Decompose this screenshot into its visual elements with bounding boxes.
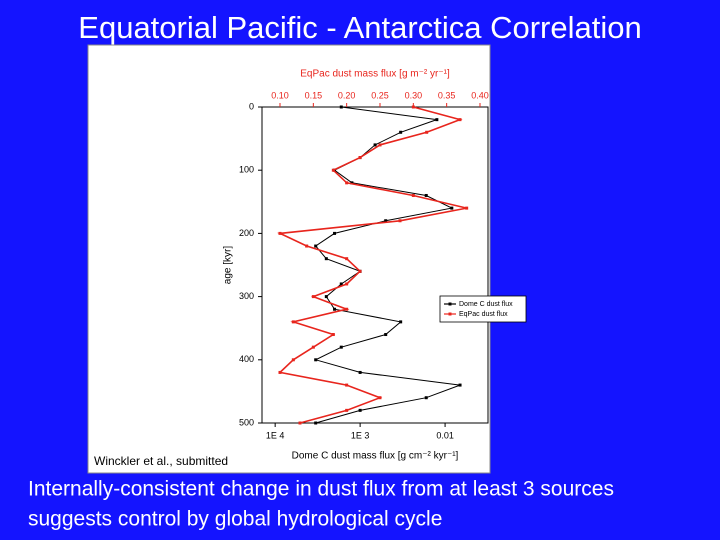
data-point [314, 244, 318, 248]
data-point [350, 181, 354, 185]
legend-box [439, 295, 527, 323]
legend-label: Dome C dust flux [459, 301, 513, 308]
x-axis-title: Dome C dust mass flux [g cm⁻² kyr⁻¹] [292, 451, 459, 462]
y-tick-label: 300 [239, 291, 254, 301]
data-point [384, 219, 388, 223]
data-point [411, 193, 415, 197]
y-tick-label: 400 [239, 354, 254, 364]
body-line: suggests control by global hydrological … [28, 508, 442, 531]
x2-tick-label: 0.25 [371, 90, 389, 100]
data-point [311, 295, 315, 299]
data-point [411, 105, 415, 109]
data-point [345, 307, 349, 311]
data-point [358, 156, 362, 160]
data-point [398, 219, 402, 223]
data-point [333, 231, 337, 235]
series-line [277, 106, 467, 424]
y-axis-title: age [kyr] [223, 246, 234, 285]
data-point [314, 358, 318, 362]
data-point [339, 105, 343, 109]
legend-marker [448, 302, 452, 306]
data-point [291, 358, 295, 362]
legend-label: EqPac dust flux [459, 311, 508, 318]
data-point [345, 181, 349, 185]
data-point [399, 320, 403, 324]
x2-tick-label: 0.35 [438, 90, 456, 100]
x2-tick-label: 0.30 [405, 90, 423, 100]
data-point [278, 231, 282, 235]
data-point [324, 257, 328, 261]
data-point [333, 307, 337, 311]
x-tick-label: 1E 4 [266, 430, 285, 440]
y-tick-label: 200 [239, 228, 254, 238]
figure-panel [87, 44, 491, 474]
x2-tick-label: 0.10 [271, 90, 289, 100]
data-point [358, 408, 362, 412]
x2-tick-label: 0.15 [305, 90, 323, 100]
data-point [399, 130, 403, 134]
data-point [465, 206, 469, 210]
data-point [345, 408, 349, 412]
slide-title: Equatorial Pacific - Antarctica Correlat… [78, 10, 641, 45]
data-point [435, 118, 439, 122]
data-point [314, 421, 318, 425]
data-point [331, 333, 335, 337]
y-tick-label: 500 [239, 417, 254, 427]
data-point [298, 421, 302, 425]
data-point [358, 370, 362, 374]
body-line: Internally-consistent change in dust flu… [28, 478, 614, 501]
data-point [345, 257, 349, 261]
data-point [424, 193, 428, 197]
x-tick-label: 0.01 [436, 430, 454, 440]
data-point [339, 345, 343, 349]
legend-marker [448, 312, 452, 316]
data-point [324, 295, 328, 299]
data-point [345, 383, 349, 387]
data-point [331, 168, 335, 172]
data-point [378, 396, 382, 400]
data-point [345, 282, 349, 286]
data-point [311, 345, 315, 349]
y-tick-label: 0 [249, 101, 254, 111]
data-point [384, 333, 388, 337]
data-point [373, 143, 377, 147]
x-tick-label: 1E 3 [351, 430, 370, 440]
data-point [339, 282, 343, 286]
x2-tick-label: 0.20 [338, 90, 356, 100]
x2-axis-title: EqPac dust mass flux [g m⁻² yr⁻¹] [300, 69, 450, 80]
data-point [450, 206, 454, 210]
data-point [458, 383, 462, 387]
data-point [458, 118, 462, 122]
x2-tick-label: 0.40 [471, 90, 489, 100]
data-point [305, 244, 309, 248]
data-point [278, 370, 282, 374]
data-point [424, 396, 428, 400]
data-point [425, 130, 429, 134]
data-point [358, 269, 362, 273]
data-point [291, 320, 295, 324]
citation: Winckler et al., submitted [94, 454, 228, 468]
plot-frame [261, 106, 489, 424]
data-point [378, 143, 382, 147]
y-tick-label: 100 [239, 165, 254, 175]
